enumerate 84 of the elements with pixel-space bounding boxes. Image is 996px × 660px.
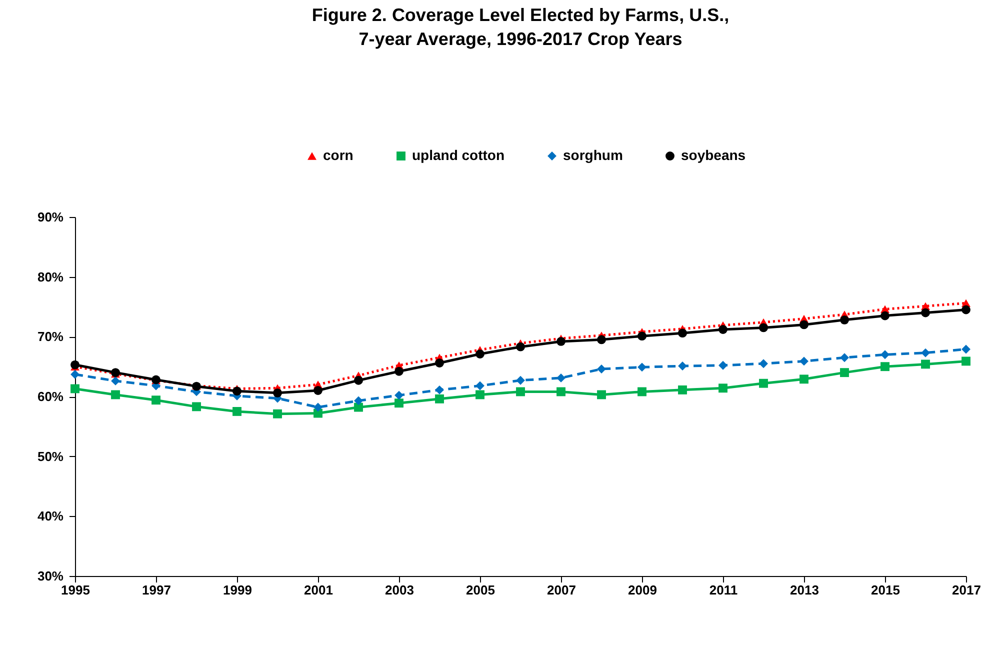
point <box>718 325 728 334</box>
point <box>921 348 930 358</box>
x-tick-label: 1995 <box>61 582 90 598</box>
point <box>638 362 646 372</box>
point <box>394 398 404 408</box>
x-tick-label: 2011 <box>709 582 738 598</box>
point <box>70 384 80 394</box>
point <box>556 336 566 346</box>
point <box>476 350 484 358</box>
y-tick-label: 40% <box>37 508 64 524</box>
point <box>597 364 606 374</box>
point <box>759 359 768 368</box>
point <box>435 394 444 404</box>
point <box>800 356 808 366</box>
point <box>921 360 930 369</box>
legend-label: sorghum <box>563 147 623 163</box>
point <box>354 396 363 406</box>
point <box>232 386 242 396</box>
y-tick-label: 70% <box>37 329 64 344</box>
legend-label: soybeans <box>681 147 746 163</box>
chart-title: Figure 2. Coverage Level Elected by Farms, U.S., 7-year Average, 1996-2017 Crop Years <box>312 5 730 49</box>
x-tick-label: 2017 <box>952 582 981 598</box>
point <box>111 390 120 400</box>
point <box>880 362 890 372</box>
point <box>962 344 970 354</box>
point <box>111 376 120 386</box>
x-tick-label: 2007 <box>547 582 576 598</box>
legend-label: corn <box>323 147 354 163</box>
point <box>70 360 80 370</box>
point <box>800 320 808 330</box>
point <box>314 386 322 395</box>
point <box>840 353 849 362</box>
point <box>476 390 484 400</box>
point <box>962 356 970 366</box>
point <box>273 409 282 418</box>
point <box>880 350 890 360</box>
point <box>759 378 768 388</box>
point <box>435 385 444 394</box>
point <box>232 406 242 416</box>
point <box>962 305 970 314</box>
point <box>516 387 525 396</box>
point <box>840 368 849 378</box>
point <box>516 376 525 385</box>
point <box>800 374 808 384</box>
point <box>678 385 687 394</box>
point <box>192 402 201 412</box>
point <box>556 387 566 396</box>
x-tick-label: 2003 <box>385 582 414 598</box>
x-tick-label: 1999 <box>223 582 252 598</box>
point <box>394 390 404 400</box>
legend-label: upland cotton <box>412 147 505 163</box>
x-tick-label: 2009 <box>628 582 657 598</box>
point <box>516 342 525 352</box>
point <box>556 373 566 382</box>
point <box>880 311 890 320</box>
point <box>597 335 606 344</box>
point <box>597 390 606 400</box>
point <box>759 323 768 332</box>
point <box>718 360 728 370</box>
point <box>354 376 363 385</box>
point <box>718 384 728 393</box>
x-tick-label: 1997 <box>142 582 171 598</box>
point <box>921 308 930 318</box>
point <box>273 388 282 398</box>
point <box>638 387 646 396</box>
point <box>394 366 404 376</box>
x-tick-label: 2001 <box>304 582 333 598</box>
y-tick-label: 30% <box>37 568 64 584</box>
point <box>314 402 322 412</box>
x-tick-label: 2015 <box>871 582 900 598</box>
point <box>70 370 80 379</box>
point <box>840 315 849 324</box>
point <box>476 381 484 390</box>
x-tick-label: 2005 <box>466 582 495 598</box>
y-tick-label: 50% <box>37 448 64 464</box>
y-tick-label: 90% <box>37 210 64 224</box>
point <box>435 358 444 368</box>
y-tick-label: 60% <box>37 389 64 404</box>
point <box>152 396 160 405</box>
point <box>638 332 646 341</box>
point <box>678 328 687 338</box>
point <box>678 362 687 370</box>
x-tick-label: 2013 <box>790 582 819 598</box>
y-tick-label: 80% <box>37 269 64 284</box>
